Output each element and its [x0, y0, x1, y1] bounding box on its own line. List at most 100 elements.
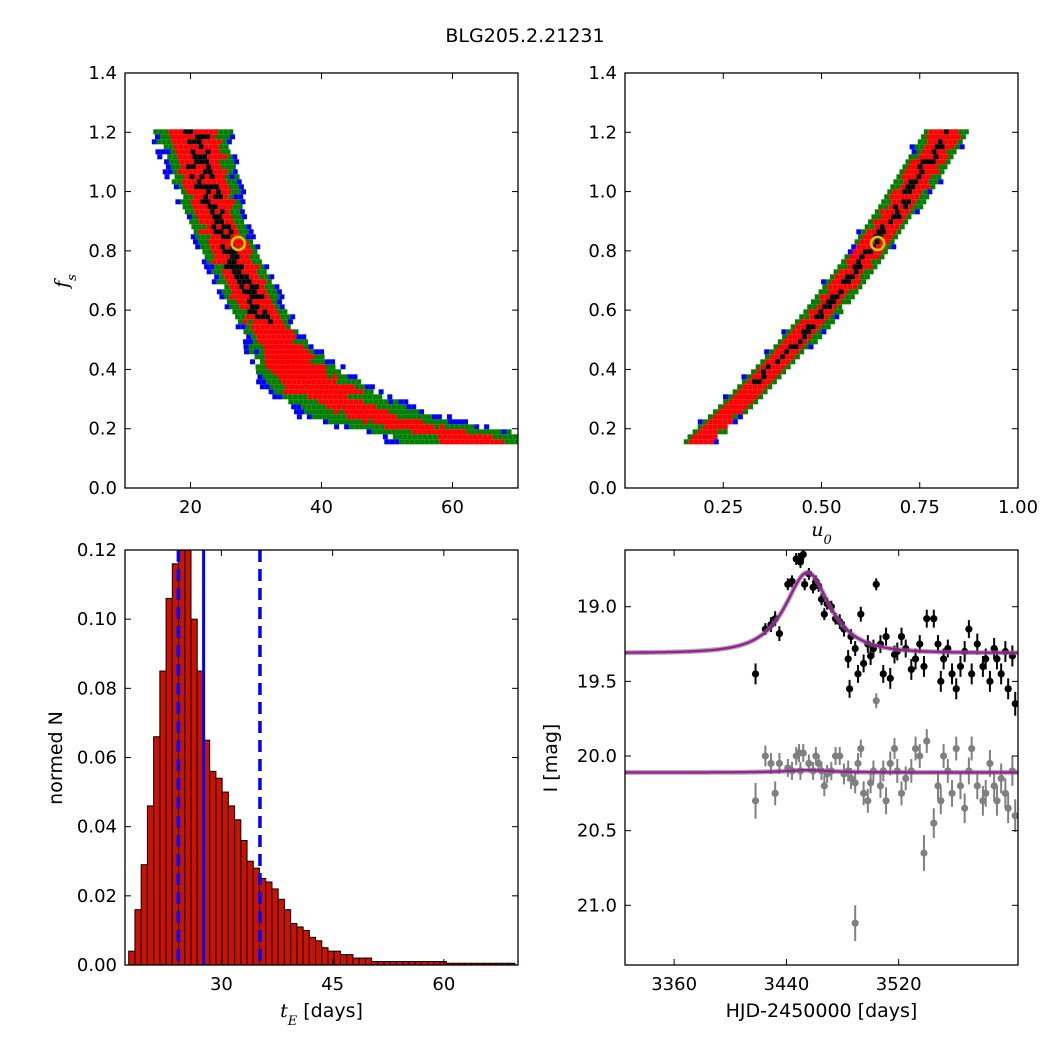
- density-cell: [549, 439, 554, 444]
- density-cell: [377, 419, 383, 425]
- density-cell: [519, 439, 524, 444]
- density-cell: [344, 384, 350, 390]
- density-cell: [285, 314, 291, 320]
- density-cell: [482, 434, 488, 440]
- density-cell: [220, 134, 226, 140]
- dataset1-point: [940, 655, 948, 663]
- density-cell: [752, 389, 758, 395]
- density-cell: [910, 184, 916, 190]
- density-cell: [288, 339, 294, 345]
- density-cell: [538, 434, 543, 439]
- density-cell: [264, 304, 270, 310]
- density-cell: [936, 149, 942, 155]
- density-cell: [800, 324, 806, 330]
- density-cell: [891, 199, 897, 205]
- density-cell: [905, 159, 911, 165]
- dataset1-point: [857, 610, 865, 618]
- density-cell: [707, 434, 713, 440]
- density-cell: [264, 264, 270, 270]
- density-cell: [231, 224, 237, 230]
- density-cell: [205, 199, 211, 205]
- histogram-bar: [327, 950, 335, 965]
- density-cell: [944, 144, 950, 150]
- density-cell: [928, 154, 934, 160]
- density-cell: [207, 204, 213, 210]
- density-cell: [239, 304, 245, 310]
- density-cell: [166, 139, 172, 145]
- density-cell: [229, 304, 235, 310]
- y-tick-label: 1.0: [88, 182, 117, 203]
- density-cell: [743, 404, 749, 410]
- density-cell: [333, 389, 339, 395]
- density-cell: [362, 419, 368, 425]
- density-cell: [245, 324, 251, 330]
- density-cell: [224, 294, 230, 300]
- density-cell: [268, 339, 274, 345]
- density-cell: [248, 344, 254, 350]
- density-cell: [859, 239, 865, 245]
- dataset2-point: [923, 737, 931, 745]
- density-cell: [799, 319, 805, 325]
- density-cell: [299, 349, 305, 355]
- density-cell: [931, 174, 937, 180]
- density-cell: [298, 389, 304, 395]
- density-cell: [199, 159, 205, 165]
- dataset1-point: [1011, 700, 1018, 708]
- density-cell: [234, 159, 240, 165]
- density-cell: [824, 294, 830, 300]
- density-cell: [188, 144, 194, 150]
- density-cell: [229, 159, 235, 165]
- density-cell: [702, 424, 708, 430]
- density-cell: [189, 159, 195, 165]
- density-cell: [185, 134, 191, 140]
- density-cell: [376, 404, 382, 410]
- density-cell: [254, 304, 260, 310]
- density-cell: [243, 229, 249, 235]
- density-cell: [775, 359, 781, 365]
- panel-u0-fs: 0.25 0.50 0.75 1.000.00.20.40.60.81.01.21.4…: [588, 63, 1038, 548]
- density-cell: [467, 434, 473, 440]
- y-tick-label: 0.12: [77, 540, 117, 561]
- density-cell: [226, 269, 232, 275]
- density-cell: [234, 304, 240, 310]
- density-cell: [911, 174, 917, 180]
- density-cell: [231, 259, 237, 265]
- density-cell: [326, 414, 332, 420]
- density-cell: [203, 144, 209, 150]
- density-cell: [366, 404, 372, 410]
- density-cell: [406, 429, 412, 435]
- density-cell: [945, 134, 951, 140]
- density-cell: [283, 339, 289, 345]
- density-cell: [233, 239, 239, 245]
- density-cell: [305, 364, 311, 370]
- density-cell: [942, 164, 948, 170]
- dataset1-point: [860, 659, 868, 668]
- density-cell: [251, 269, 257, 275]
- density-cell: [197, 169, 203, 175]
- density-cell: [457, 434, 463, 440]
- density-cell: [290, 364, 296, 370]
- density-cell: [270, 359, 276, 365]
- density-cell: [183, 194, 189, 200]
- density-cell: [253, 329, 259, 335]
- density-cell: [832, 304, 838, 310]
- density-cell: [798, 344, 804, 350]
- density-cell: [927, 164, 933, 170]
- density-cell: [841, 279, 847, 285]
- density-cell: [703, 439, 709, 445]
- density-cell: [446, 414, 452, 420]
- density-cell: [554, 439, 559, 444]
- dataset2-point: [902, 774, 910, 782]
- density-cell: [195, 134, 201, 140]
- density-cell: [384, 409, 390, 415]
- density-cell: [316, 379, 322, 385]
- density-cell: [809, 314, 815, 320]
- density-cell: [920, 184, 926, 190]
- density-cell: [217, 169, 223, 175]
- density-cell: [866, 259, 872, 265]
- density-cell: [234, 284, 240, 290]
- density-cell: [955, 134, 961, 140]
- density-cell: [205, 164, 211, 170]
- density-cell: [238, 194, 244, 200]
- density-cell: [301, 404, 307, 410]
